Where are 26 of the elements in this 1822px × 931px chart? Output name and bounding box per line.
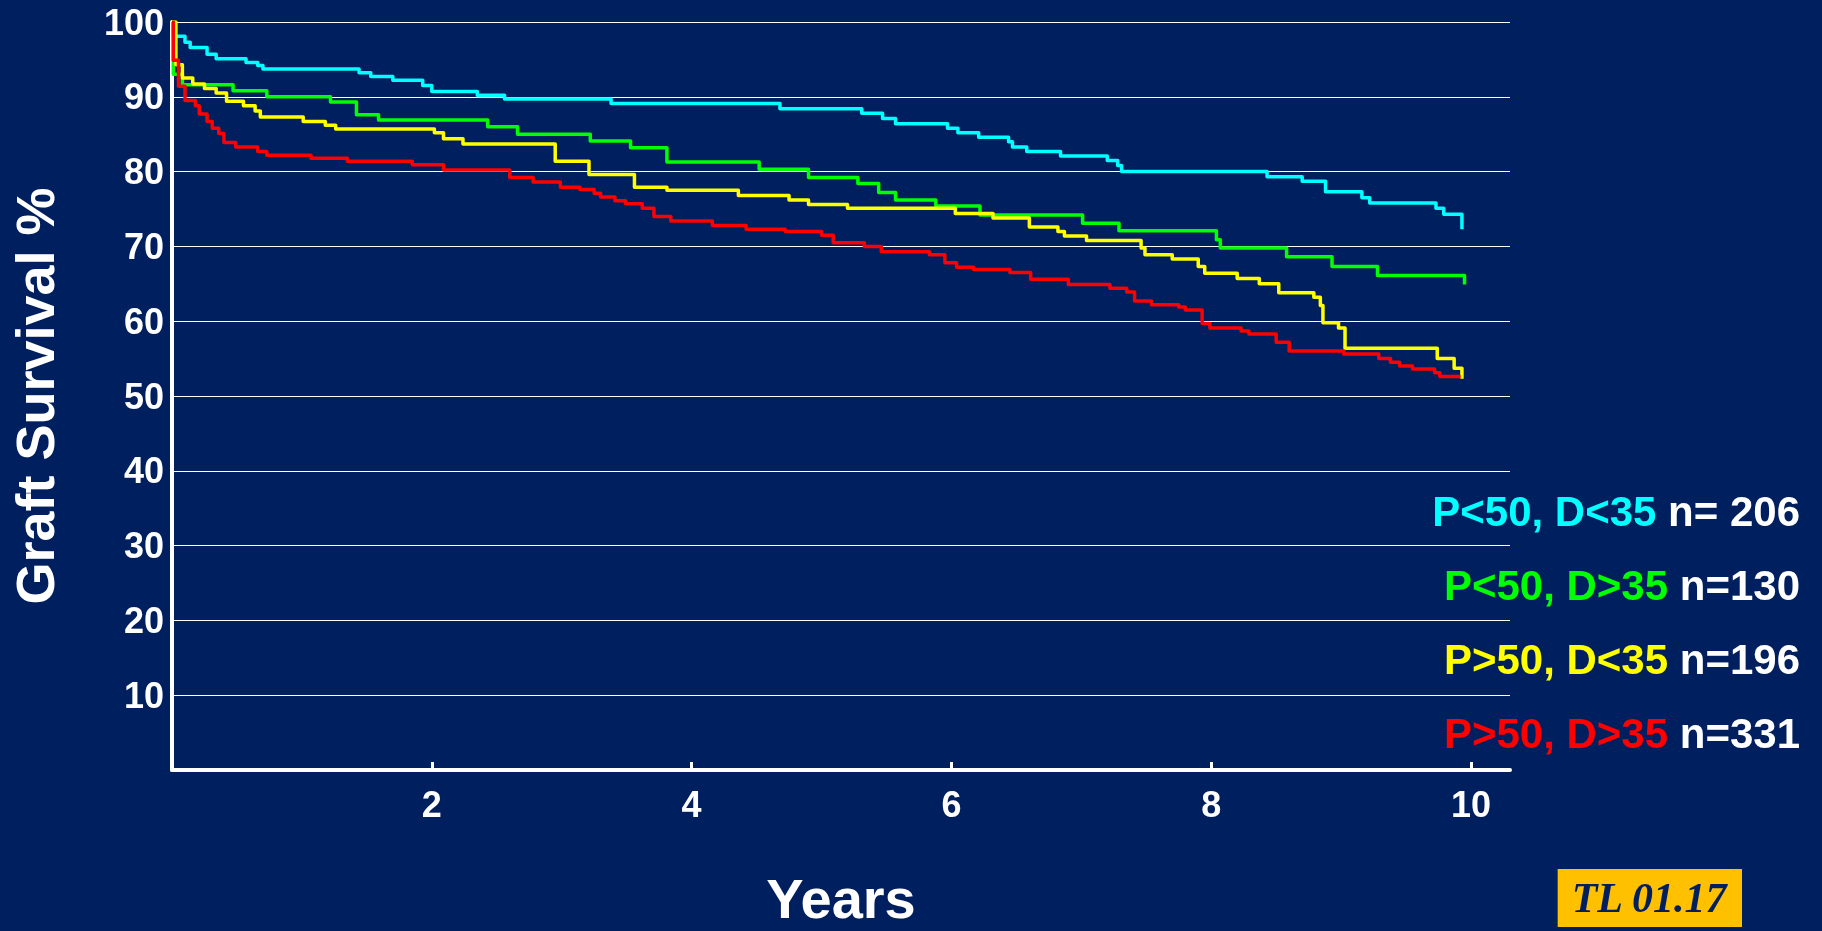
text: P>50, D<35 [1443,635,1669,683]
y-tick-label: 10 [123,674,164,716]
text: n=196 [1679,635,1800,683]
y-tick-label: 80 [123,151,164,193]
x-tick-label: 4 [681,783,702,825]
y-axis-title: Graft Survival % [5,187,65,605]
x-tick-label: 6 [941,783,962,825]
text: n=130 [1679,561,1800,609]
y-tick-label: 20 [123,599,164,641]
text: TL 01.17 [1571,875,1729,921]
x-tick-label: 10 [1451,783,1492,825]
y-tick-label: 70 [123,225,164,267]
x-tick-label: 8 [1201,783,1222,825]
x-axis-title: Years [766,866,916,930]
text: P<50, D<35 [1432,487,1657,535]
y-tick-label: 60 [123,300,164,342]
y-tick-label: 90 [123,76,164,118]
y-tick-label: 30 [123,525,164,567]
y-tick-label: 50 [123,375,164,417]
text: n= 206 [1668,487,1800,535]
text: P>50, D>35 [1443,709,1669,757]
y-tick-label: 100 [103,1,164,43]
y-tick-label: 40 [123,450,164,492]
x-tick-label: 2 [421,783,442,825]
text: P<50, D>35 [1443,561,1669,609]
text: n=331 [1679,709,1800,757]
